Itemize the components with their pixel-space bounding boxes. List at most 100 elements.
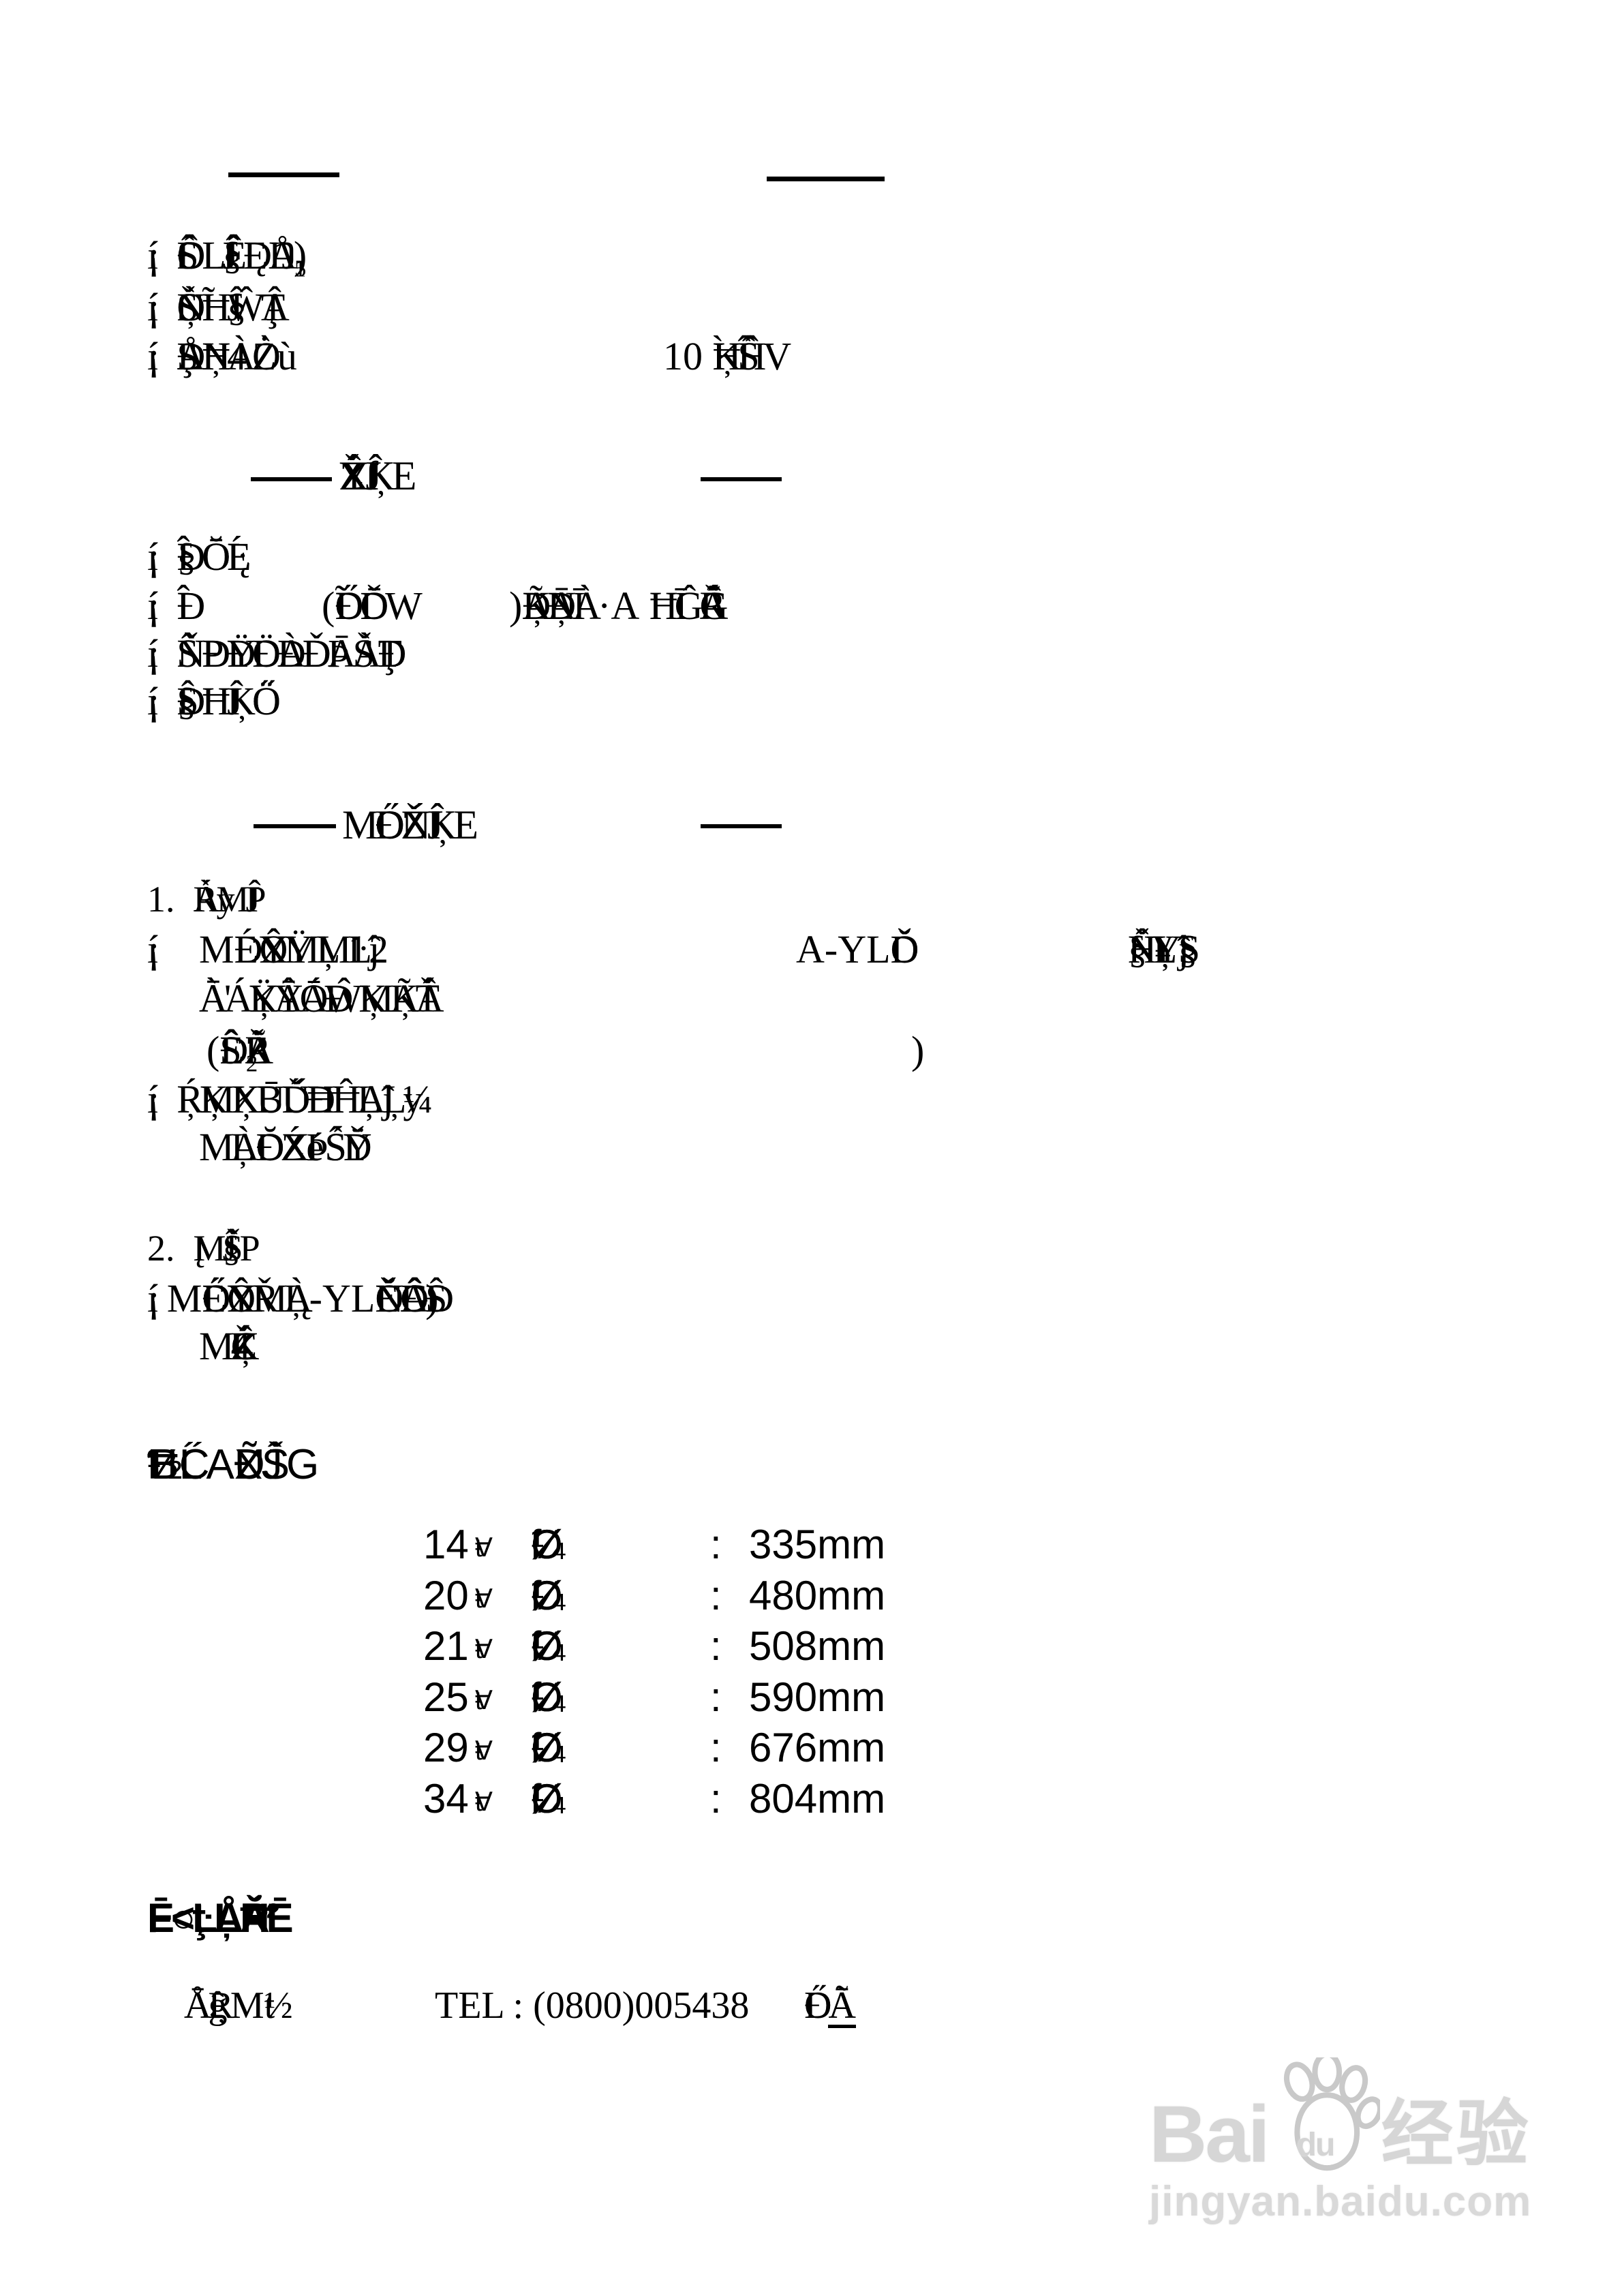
item1-line1-bullet: ¡ í (147, 927, 161, 971)
glyph-stack: M (199, 1125, 234, 1169)
size-mm-value: 335mm (749, 1522, 886, 1567)
sec1-line2: ¡ í Š Ņ Ò Ħ Ĩ Ŵ Ĵ § Â Ţ (147, 285, 290, 329)
watermark-url-text: jingyan.baidu.com (1149, 2178, 1532, 2225)
mid-divider-right-rule (701, 477, 782, 481)
glyph-stack: ¡ í (147, 285, 161, 329)
text-run: V (763, 334, 792, 378)
baidu-logo-bai-text: Bai (1149, 2089, 1270, 2179)
size-inch-value: 25 (423, 1674, 469, 1720)
text-run: M (199, 927, 234, 971)
glyph-stack: ∀ ŧ (475, 1635, 493, 1664)
text-run: A (611, 584, 640, 628)
glyph-stack: ù (277, 334, 297, 378)
text-run: · (598, 584, 611, 628)
glyph-stack: ∀ ŧ (475, 1788, 493, 1817)
text-run: L (866, 927, 891, 971)
text-run: A (796, 927, 825, 971)
glyph-stack: ¡ í (147, 927, 161, 971)
text-run: G (286, 1441, 320, 1488)
sec2-line4: ¡ í Đ Ŝ § H Ħ Ķ Ĵ Ö Ő (147, 682, 281, 721)
mid-divider-left-rule (251, 477, 332, 481)
glyph-stack: ¡ í (147, 584, 161, 628)
baidu-paw-icon: du (1270, 2053, 1380, 2171)
glyph-stack: ∀ ŧ (475, 1534, 493, 1562)
glyph-stack: Ŀţ (192, 1895, 217, 1941)
text-run: ( (206, 1028, 220, 1072)
text-run: - (824, 927, 838, 971)
item2-heading: 2. Į M Ĵ Š § P (147, 1228, 260, 1269)
size-inch-value: 34 (423, 1776, 469, 1822)
baidu-logo-jingyan-text: 经验 (1381, 2094, 1531, 2175)
item2-line1: ¡ í M Đ É Ő Ŷ Ô X M Ř À Ļ Ą -YL Ŏ Ň Ě Â Đ Ĝ Đ Ŝ) (147, 1276, 454, 1320)
glyph-stack: ¡ í (147, 233, 161, 277)
glyph-stack: ¡ í (147, 334, 161, 378)
glyph-stack: M (342, 802, 379, 847)
glyph-stack: Ŵ Ĵ § (227, 285, 264, 329)
size-mm-value: 590mm (749, 1674, 886, 1720)
glyph-stack: ) ₁ ₅ (293, 233, 308, 277)
text-run: M (230, 1984, 264, 2027)
item1-line1-mid: A-YL Ď Ŏ (796, 927, 919, 971)
text-run: ( (322, 584, 335, 628)
colon-separator: : (710, 1776, 722, 1822)
text-run: - (309, 1276, 322, 1320)
size-mm-value: 804mm (749, 1776, 886, 1822)
text-run: A (206, 1441, 234, 1488)
glyph-stack: M (199, 1324, 234, 1368)
size-inch-value: 20 (423, 1573, 469, 1618)
text-run: ) (911, 1028, 925, 1072)
glyph-stack: ∀ ŧ (475, 1687, 493, 1715)
item1-line3-right: ) (911, 1031, 924, 1070)
